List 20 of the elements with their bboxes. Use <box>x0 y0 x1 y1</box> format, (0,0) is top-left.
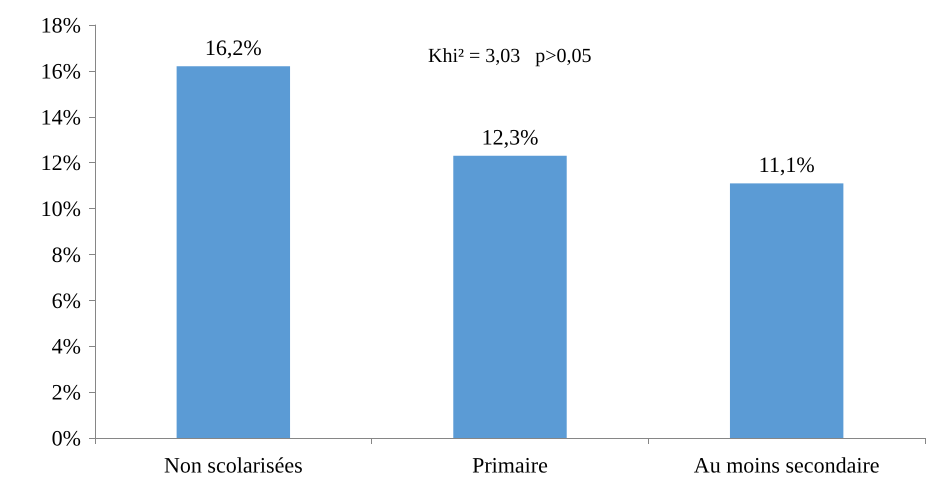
y-tick-label: 2% <box>52 380 81 405</box>
y-tick-label: 12% <box>40 150 81 176</box>
y-tick-label: 14% <box>40 104 81 130</box>
y-tick-label: 6% <box>52 288 81 313</box>
bar <box>730 183 844 438</box>
bar <box>453 156 567 438</box>
x-tick-label: Au moins secondaire <box>694 452 880 478</box>
annotation: Khi² = 3,03 p>0,05 <box>428 45 592 67</box>
y-tick-label: 4% <box>52 334 81 359</box>
data-label: 12,3% <box>482 124 538 150</box>
bar <box>176 66 290 438</box>
data-label: 11,1% <box>758 152 815 177</box>
y-tick-label: 18% <box>40 12 81 38</box>
y-tick-label: 0% <box>52 426 81 450</box>
x-tick-label: Non scolarisées <box>164 452 303 478</box>
x-tick-label: Primaire <box>472 452 548 478</box>
y-tick-label: 16% <box>40 58 81 84</box>
data-label: 16,2% <box>204 34 262 60</box>
y-tick-label: 8% <box>52 242 81 267</box>
y-tick-label: 10% <box>40 196 81 222</box>
